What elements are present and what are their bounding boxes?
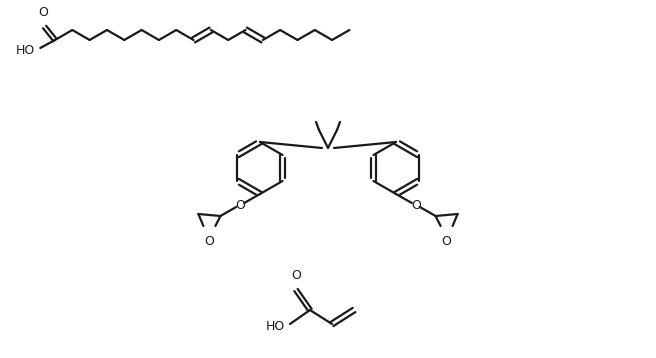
Text: HO: HO [16,44,35,57]
Text: HO: HO [266,319,285,333]
Text: O: O [236,198,245,212]
Text: O: O [411,198,420,212]
Text: O: O [441,235,451,248]
Text: O: O [39,6,49,19]
Text: O: O [205,235,215,248]
Text: O: O [291,269,301,282]
